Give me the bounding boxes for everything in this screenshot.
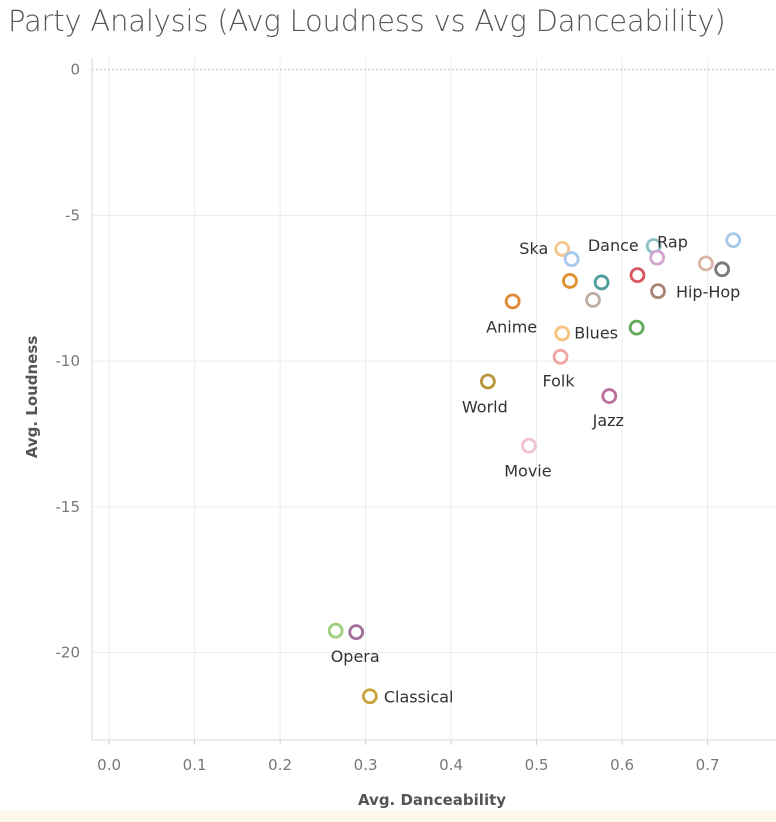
data-point[interactable] <box>554 241 571 257</box>
y-tick-label: -15 <box>56 498 81 516</box>
data-points[interactable] <box>327 232 742 705</box>
y-tick-label: -20 <box>56 644 81 662</box>
point-label: Blues <box>574 323 618 342</box>
point-label: Anime <box>486 317 537 336</box>
gridlines <box>92 58 776 740</box>
x-tick-label: 0.6 <box>610 756 634 774</box>
x-tick-label: 0.2 <box>268 756 292 774</box>
point-label: Folk <box>542 372 575 391</box>
point-label: Ska <box>519 239 548 258</box>
point-label: Dance <box>588 236 639 255</box>
data-point[interactable] <box>554 325 571 342</box>
data-point[interactable] <box>504 293 521 310</box>
data-point[interactable] <box>725 232 742 249</box>
y-tick-label: 0 <box>70 61 80 79</box>
data-point[interactable] <box>327 622 344 639</box>
point-label: Rap <box>657 232 688 251</box>
axes <box>91 58 776 745</box>
x-tick-label: 0.7 <box>696 756 720 774</box>
x-tick-label: 0.0 <box>97 756 121 774</box>
point-label: World <box>462 398 508 417</box>
data-point[interactable] <box>628 319 645 336</box>
x-tick-label: 0.5 <box>525 756 549 774</box>
data-point[interactable] <box>714 261 731 278</box>
data-point[interactable] <box>521 437 537 454</box>
data-point[interactable] <box>552 348 569 365</box>
data-point[interactable] <box>697 255 714 272</box>
point-label: Opera <box>331 647 380 666</box>
y-axis-title: Avg. Loudness <box>23 336 41 459</box>
data-point[interactable] <box>479 373 496 390</box>
data-point[interactable] <box>650 283 666 300</box>
point-label: Movie <box>504 462 551 481</box>
data-point[interactable] <box>649 249 666 266</box>
data-point[interactable] <box>601 388 618 404</box>
x-axis-title: Avg. Danceability <box>358 791 506 809</box>
x-tick-label: 0.1 <box>183 756 207 774</box>
point-label: Jazz <box>592 411 624 430</box>
footer-strip <box>0 810 776 822</box>
point-label: Classical <box>384 687 454 706</box>
data-point[interactable] <box>562 273 578 289</box>
x-tick-label: 0.3 <box>354 756 378 774</box>
y-tick-label: -5 <box>65 206 80 224</box>
data-point[interactable] <box>361 688 378 705</box>
data-point[interactable] <box>348 624 365 641</box>
point-labels: Rap Hip-Hop Dance Ska Anime Blues Folk World Jaz… <box>331 232 741 706</box>
data-point[interactable] <box>585 292 601 308</box>
data-point[interactable] <box>563 251 580 268</box>
data-point[interactable] <box>629 267 646 284</box>
point-label: Hip-Hop <box>676 282 740 301</box>
tick-labels: 0.0 0.1 0.2 0.3 0.4 0.5 0.6 0.7 0 -5 -10 -15 -20 <box>56 61 720 774</box>
data-point[interactable] <box>593 274 610 291</box>
x-tick-label: 0.4 <box>439 756 463 774</box>
chart-title: Party Analysis (Avg Loudness vs Avg Danc… <box>8 4 726 38</box>
y-tick-label: -10 <box>56 352 81 370</box>
